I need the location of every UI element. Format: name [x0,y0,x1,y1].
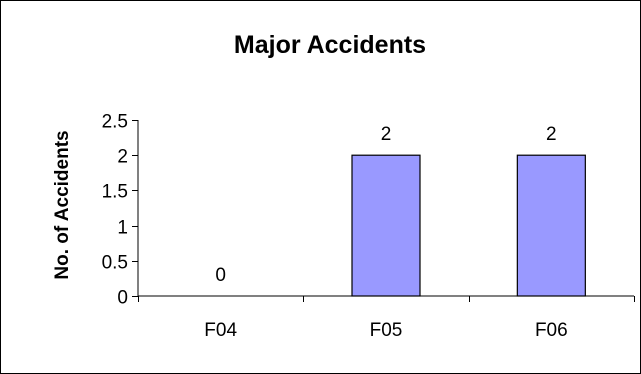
y-tick-label: 2.5 [102,112,128,133]
bar [351,154,421,297]
x-tick-label: F05 [370,320,403,341]
y-tick-label: 1 [117,218,128,239]
x-tick-label: F04 [204,320,237,341]
y-tick-label: 0 [117,288,128,309]
y-tick-label: 1.5 [102,182,128,203]
data-label: 0 [215,265,226,286]
data-label: 2 [546,124,557,145]
bar [516,154,586,297]
x-tick-label: F06 [535,320,568,341]
y-tick-label: 0.5 [102,253,128,274]
data-label: 2 [381,124,392,145]
chart-title: Major Accidents [234,31,426,59]
y-axis-label: No. of Accidents [52,130,73,279]
y-tick-label: 2 [117,147,128,168]
plot-area: 0 0.5 1 1.5 2 2.5 F04 0 F05 2 F06 2 [102,112,635,341]
